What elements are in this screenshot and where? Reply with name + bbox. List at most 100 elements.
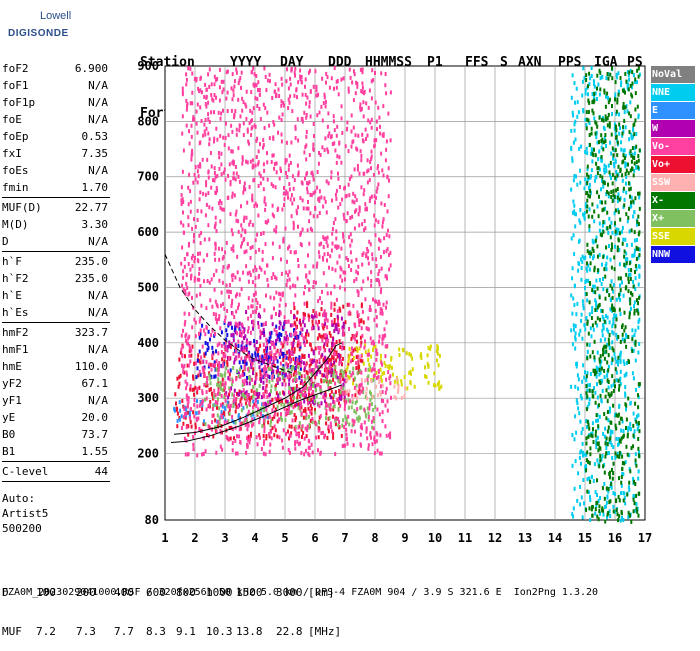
echo-point [254, 238, 257, 243]
echo-point [338, 140, 341, 145]
echo-point [297, 264, 300, 268]
echo-point [625, 259, 628, 263]
echo-point [219, 199, 222, 204]
echo-point [367, 446, 370, 451]
echo-point [255, 306, 258, 310]
echo-point [269, 423, 272, 428]
echo-point [597, 214, 600, 219]
echo-point [594, 178, 596, 183]
echo-point [592, 153, 595, 157]
echo-point [324, 199, 327, 204]
echo-point [302, 382, 305, 387]
echo-point [275, 397, 278, 402]
echo-point [204, 397, 206, 402]
echo-point [384, 390, 387, 395]
echo-point [597, 403, 600, 408]
echo-point [382, 399, 385, 403]
echo-point [374, 405, 377, 410]
echo-point [262, 187, 265, 192]
echo-point [300, 401, 302, 406]
echo-point [230, 246, 233, 251]
echo-point [637, 405, 640, 410]
echo-point [299, 331, 302, 336]
echo-point [631, 167, 634, 172]
echo-point [611, 374, 614, 379]
echo-point [361, 386, 364, 391]
echo-point [247, 423, 250, 428]
echo-point [360, 405, 363, 410]
echo-point [619, 381, 622, 386]
echo-point [606, 190, 608, 194]
echo-point [317, 250, 320, 255]
echo-point [307, 332, 310, 337]
echo-point [388, 433, 390, 438]
echo-point [601, 309, 604, 314]
echo-point [273, 296, 276, 301]
echo-point [292, 222, 295, 227]
echo-point [389, 263, 392, 268]
echo-point [385, 139, 388, 144]
echo-point [279, 166, 282, 171]
echo-point [289, 332, 292, 337]
echo-point [214, 418, 217, 423]
echo-point [310, 406, 313, 411]
echo-point [598, 278, 601, 282]
echo-point [187, 363, 190, 368]
echo-point [291, 323, 294, 328]
echo-point [318, 312, 321, 317]
echo-point [373, 362, 376, 367]
echo-point [571, 433, 574, 438]
echo-point [202, 436, 205, 440]
echo-point [375, 189, 378, 194]
echo-point [216, 343, 219, 348]
echo-point [272, 404, 275, 409]
echo-point [632, 494, 635, 498]
echo-point [198, 385, 201, 390]
echo-point [594, 91, 597, 96]
echo-point [627, 515, 630, 520]
echo-point [602, 125, 605, 130]
echo-point [571, 342, 574, 347]
echo-point [623, 89, 625, 94]
echo-point [389, 90, 392, 95]
echo-point [621, 466, 624, 471]
logo-line2: DIGISONDE [8, 28, 69, 39]
echo-point [214, 257, 217, 262]
echo-point [301, 424, 304, 429]
echo-point [318, 358, 321, 362]
echo-point [204, 351, 207, 356]
echo-point [632, 214, 635, 219]
echo-point [302, 206, 305, 211]
echo-point [375, 439, 378, 444]
divider [2, 197, 110, 198]
echo-point [360, 377, 363, 382]
echo-point [244, 187, 247, 192]
echo-point [616, 173, 619, 178]
echo-point [622, 148, 625, 153]
echo-point [303, 150, 306, 155]
echo-point [271, 96, 274, 100]
echo-point [396, 381, 399, 386]
echo-point [367, 118, 370, 123]
echo-point [334, 268, 337, 273]
echo-point [273, 412, 276, 417]
echo-point [591, 350, 594, 355]
echo-point [332, 435, 335, 440]
echo-point [334, 368, 337, 373]
echo-point [381, 311, 384, 316]
echo-point [321, 289, 323, 294]
echo-point [622, 429, 625, 433]
echo-point [270, 384, 273, 389]
echo-point [252, 399, 255, 404]
echo-point [380, 353, 382, 358]
echo-point [633, 168, 636, 173]
echo-point [271, 426, 274, 431]
echo-point [630, 132, 633, 137]
echo-point [377, 164, 379, 169]
echo-point [185, 386, 188, 391]
echo-point [206, 342, 209, 347]
echo-point [226, 265, 229, 270]
echo-point [586, 383, 589, 388]
echo-point [386, 209, 389, 214]
echo-point [581, 93, 584, 98]
